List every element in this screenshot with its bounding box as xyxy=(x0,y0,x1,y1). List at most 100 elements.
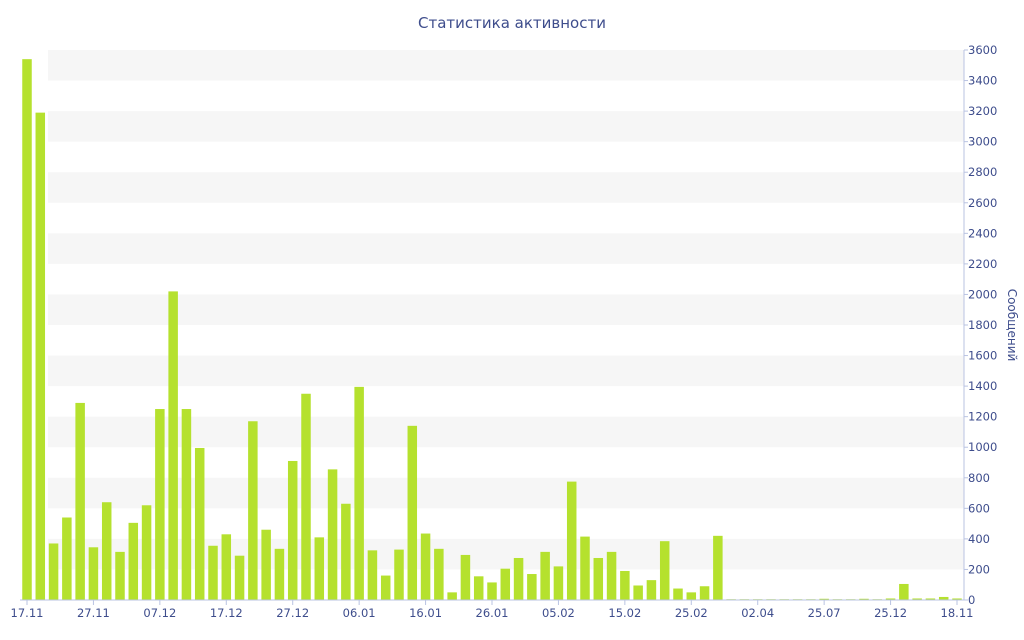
bar[interactable] xyxy=(75,402,85,600)
bar[interactable] xyxy=(686,592,697,600)
bar[interactable] xyxy=(527,574,537,600)
bar[interactable] xyxy=(713,535,723,600)
bar[interactable] xyxy=(819,598,829,600)
bar[interactable] xyxy=(912,598,922,600)
bar[interactable] xyxy=(88,547,99,600)
bar[interactable] xyxy=(699,586,710,600)
y-tick-label: 2200 xyxy=(968,257,997,271)
bars xyxy=(22,59,962,600)
bar[interactable] xyxy=(141,505,152,600)
y-tick-label: 800 xyxy=(968,471,990,485)
x-tick-label: 27.11 xyxy=(77,606,110,620)
bar[interactable] xyxy=(327,469,338,600)
y-tick-label: 1000 xyxy=(968,440,997,454)
grid-band xyxy=(48,172,964,203)
y-tick-label: 1200 xyxy=(968,410,997,424)
x-tick-label: 02.04 xyxy=(741,606,774,620)
y-tick-label: 2800 xyxy=(968,165,997,179)
bar[interactable] xyxy=(341,503,351,600)
bar[interactable] xyxy=(460,554,471,600)
bar[interactable] xyxy=(380,575,391,600)
bar[interactable] xyxy=(646,580,657,600)
bar[interactable] xyxy=(633,585,643,600)
bar[interactable] xyxy=(221,534,232,600)
bar[interactable] xyxy=(35,112,46,600)
bar[interactable] xyxy=(314,537,325,600)
bar[interactable] xyxy=(473,576,484,600)
x-tick-label: 15.02 xyxy=(608,606,641,620)
y-tick-label: 200 xyxy=(968,562,990,576)
x-axis-ticks: 17.11 27.11 07.12 17.12 27.12 06.01 16.01 26.01… xyxy=(11,600,974,620)
bar[interactable] xyxy=(115,551,125,600)
x-tick-label: 16.01 xyxy=(409,606,442,620)
bar[interactable] xyxy=(48,543,59,600)
bar[interactable] xyxy=(248,421,258,600)
bar[interactable] xyxy=(420,533,431,600)
y-tick-label: 2000 xyxy=(968,287,997,301)
bar[interactable] xyxy=(287,460,298,600)
bar[interactable] xyxy=(367,550,378,600)
x-tick-label: 05.02 xyxy=(542,606,575,620)
x-tick-label: 17.12 xyxy=(210,606,243,620)
bar[interactable] xyxy=(234,555,245,600)
bar[interactable] xyxy=(566,481,577,600)
bar[interactable] xyxy=(447,592,457,600)
y-tick-label: 600 xyxy=(968,501,990,515)
bar[interactable] xyxy=(659,541,670,600)
bar[interactable] xyxy=(155,409,165,600)
y-tick-label: 400 xyxy=(968,532,990,546)
bar[interactable] xyxy=(952,598,962,600)
bar[interactable] xyxy=(394,549,404,600)
y-axis-title: Сообщений xyxy=(1005,289,1019,362)
x-tick-label: 25.07 xyxy=(808,606,841,620)
chart-title: Статистика активности xyxy=(418,14,606,32)
bar[interactable] xyxy=(487,582,497,600)
bar[interactable] xyxy=(62,517,72,601)
bar[interactable] xyxy=(553,566,564,600)
bar[interactable] xyxy=(885,598,896,600)
x-tick-label: 25.12 xyxy=(874,606,907,620)
bar[interactable] xyxy=(208,545,218,600)
bar[interactable] xyxy=(354,386,364,600)
bar[interactable] xyxy=(168,291,178,600)
y-axis-ticks: 0 200 400 600 800 1000 1200 1400 1600 1800 2000 220… xyxy=(964,43,997,607)
bar[interactable] xyxy=(128,522,139,600)
bar[interactable] xyxy=(673,588,683,600)
bar[interactable] xyxy=(606,551,617,600)
y-tick-label: 1400 xyxy=(968,379,997,393)
bar[interactable] xyxy=(925,598,936,600)
bar[interactable] xyxy=(593,557,604,600)
bar[interactable] xyxy=(540,551,550,600)
bar[interactable] xyxy=(407,425,418,600)
bar[interactable] xyxy=(261,529,271,600)
bar[interactable] xyxy=(434,548,444,600)
bar[interactable] xyxy=(899,583,909,600)
bar[interactable] xyxy=(274,548,285,600)
y-tick-label: 1600 xyxy=(968,349,997,363)
grid-band xyxy=(48,416,964,448)
y-tick-label: 2400 xyxy=(968,226,997,240)
bar[interactable] xyxy=(194,447,205,600)
bar[interactable] xyxy=(500,568,511,600)
x-tick-label: 06.01 xyxy=(343,606,376,620)
bar[interactable] xyxy=(620,570,630,600)
bar[interactable] xyxy=(181,409,192,600)
y-tick-label: 2600 xyxy=(968,196,997,210)
x-tick-label: 27.12 xyxy=(276,606,309,620)
y-tick-label: 1800 xyxy=(968,318,997,332)
bar[interactable] xyxy=(513,557,524,600)
grid-band xyxy=(48,111,964,142)
bar[interactable] xyxy=(859,598,869,600)
y-tick-label: 0 xyxy=(968,593,975,607)
grid-band xyxy=(48,233,964,264)
bar[interactable] xyxy=(22,59,32,600)
bar[interactable] xyxy=(938,596,949,600)
x-tick-label: 26.01 xyxy=(476,606,509,620)
bar[interactable] xyxy=(101,502,112,600)
bar[interactable] xyxy=(301,393,311,600)
y-tick-label: 3000 xyxy=(968,135,997,149)
x-tick-label: 25.02 xyxy=(675,606,708,620)
x-tick-label: 18.11 xyxy=(941,606,974,620)
bar[interactable] xyxy=(580,536,590,600)
